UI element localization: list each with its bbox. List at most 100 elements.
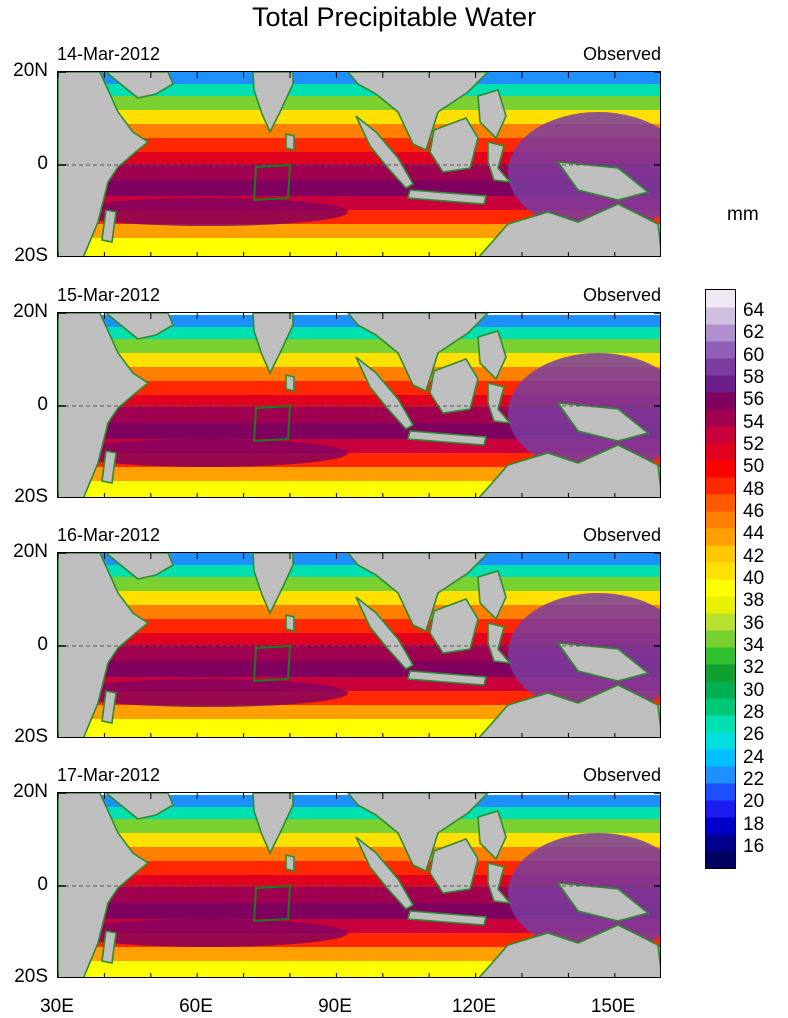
tpw-band — [58, 605, 660, 619]
colorbar-swatch — [706, 494, 735, 512]
colorbar-swatch — [706, 409, 735, 427]
colorbar-swatch — [706, 460, 735, 478]
colorbar-label-62: 62 — [743, 322, 765, 343]
colorbar-label-42: 42 — [743, 546, 765, 567]
lon-label-120e: 120E — [451, 996, 497, 1017]
tpw-band — [58, 180, 660, 196]
colorbar-swatch — [706, 630, 735, 648]
panel-date-1: 14-Mar-2012 — [57, 44, 161, 64]
tpw-band — [58, 661, 660, 677]
land-philippines — [477, 89, 507, 140]
lon-label-150e: 150E — [590, 996, 636, 1017]
tpw-band — [58, 367, 660, 381]
colorbar-label-26: 26 — [743, 724, 765, 745]
colorbar-label-32: 32 — [743, 657, 765, 678]
colorbar-swatch — [706, 392, 735, 410]
lon-label-60e: 60E — [179, 996, 213, 1017]
colorbar-swatch — [706, 613, 735, 631]
land-indochina — [346, 793, 490, 873]
colorbar-label-20: 20 — [743, 791, 765, 812]
lat-label-20s: 20S — [14, 966, 48, 987]
tpw-band — [58, 327, 660, 339]
lat-label-eq: 0 — [37, 874, 48, 895]
land-india — [252, 553, 294, 615]
colorbar-swatch — [706, 698, 735, 716]
colorbar-swatch — [706, 596, 735, 614]
land-australia — [478, 924, 660, 977]
colorbar-swatch — [706, 477, 735, 495]
colorbar-swatch — [706, 426, 735, 444]
figure-title: Total Precipitable Water — [251, 2, 537, 32]
colorbar-swatch — [706, 545, 735, 563]
panel-date-4: 17-Mar-2012 — [57, 765, 161, 785]
tpw-band — [58, 633, 660, 645]
land-sulawesi — [487, 140, 512, 184]
land-india — [252, 313, 294, 375]
land-australia — [478, 684, 660, 737]
tpw-band — [58, 565, 660, 577]
land-madagascar — [101, 930, 117, 964]
colorbar-label-52: 52 — [743, 434, 765, 455]
colorbar-swatch — [706, 562, 735, 580]
land-arabia — [104, 72, 175, 99]
study-box — [252, 404, 292, 443]
land-borneo — [429, 598, 479, 654]
panel-label-4: Observed — [582, 765, 661, 785]
land-philippines — [477, 330, 507, 381]
tpw-moist-band — [68, 919, 348, 947]
land-africa — [58, 793, 150, 977]
colorbar-swatch — [706, 647, 735, 665]
colorbar-label-28: 28 — [743, 702, 765, 723]
colorbar-label-16: 16 — [743, 836, 765, 857]
tpw-moist-band — [68, 439, 348, 467]
map-panel-1 — [57, 71, 661, 257]
tpw-band — [58, 903, 660, 919]
land-java — [406, 430, 488, 446]
study-box — [252, 644, 292, 683]
colorbar-swatch — [706, 511, 735, 529]
land-borneo — [429, 117, 479, 173]
tpw-band — [58, 591, 660, 605]
land-africa — [58, 313, 150, 497]
land-australia — [478, 203, 660, 256]
colorbar-label-34: 34 — [743, 635, 765, 656]
tpw-band — [58, 807, 660, 819]
land-philippines — [477, 810, 507, 861]
map-panel-3 — [57, 552, 661, 738]
land-india — [252, 72, 294, 134]
land-arabia — [104, 313, 175, 340]
colorbar-swatch — [706, 800, 735, 818]
lat-label-eq: 0 — [37, 394, 48, 415]
lat-label-20s: 20S — [14, 245, 48, 266]
land-java — [406, 670, 488, 686]
colorbar-label-46: 46 — [743, 501, 765, 522]
colorbar-swatch — [706, 715, 735, 733]
colorbar-swatch — [706, 375, 735, 393]
tpw-band — [58, 847, 660, 861]
land-new-guinea — [556, 882, 650, 922]
colorbar-swatch — [706, 749, 735, 767]
colorbar — [705, 289, 736, 869]
land-sumatra — [355, 596, 415, 671]
colorbar-swatch — [706, 834, 735, 852]
lat-label-20s: 20S — [14, 726, 48, 747]
colorbar-label-18: 18 — [743, 814, 765, 835]
colorbar-label-56: 56 — [743, 389, 765, 410]
panel-label-1: Observed — [582, 44, 661, 64]
colorbar-swatch — [706, 681, 735, 699]
tpw-band — [58, 84, 660, 96]
tpw-band — [58, 861, 660, 875]
land-sri-lanka — [285, 853, 295, 873]
tpw-band — [58, 110, 660, 124]
colorbar-swatch — [706, 358, 735, 376]
study-box — [252, 163, 292, 202]
colorbar-swatch — [706, 307, 735, 325]
colorbar-label-54: 54 — [743, 412, 765, 433]
map-panel-2 — [57, 312, 661, 498]
colorbar-label-22: 22 — [743, 769, 765, 790]
lat-label-20s: 20S — [14, 486, 48, 507]
land-java — [406, 189, 488, 205]
colorbar-swatch — [706, 324, 735, 342]
colorbar-swatch — [706, 290, 735, 308]
land-java — [406, 910, 488, 926]
